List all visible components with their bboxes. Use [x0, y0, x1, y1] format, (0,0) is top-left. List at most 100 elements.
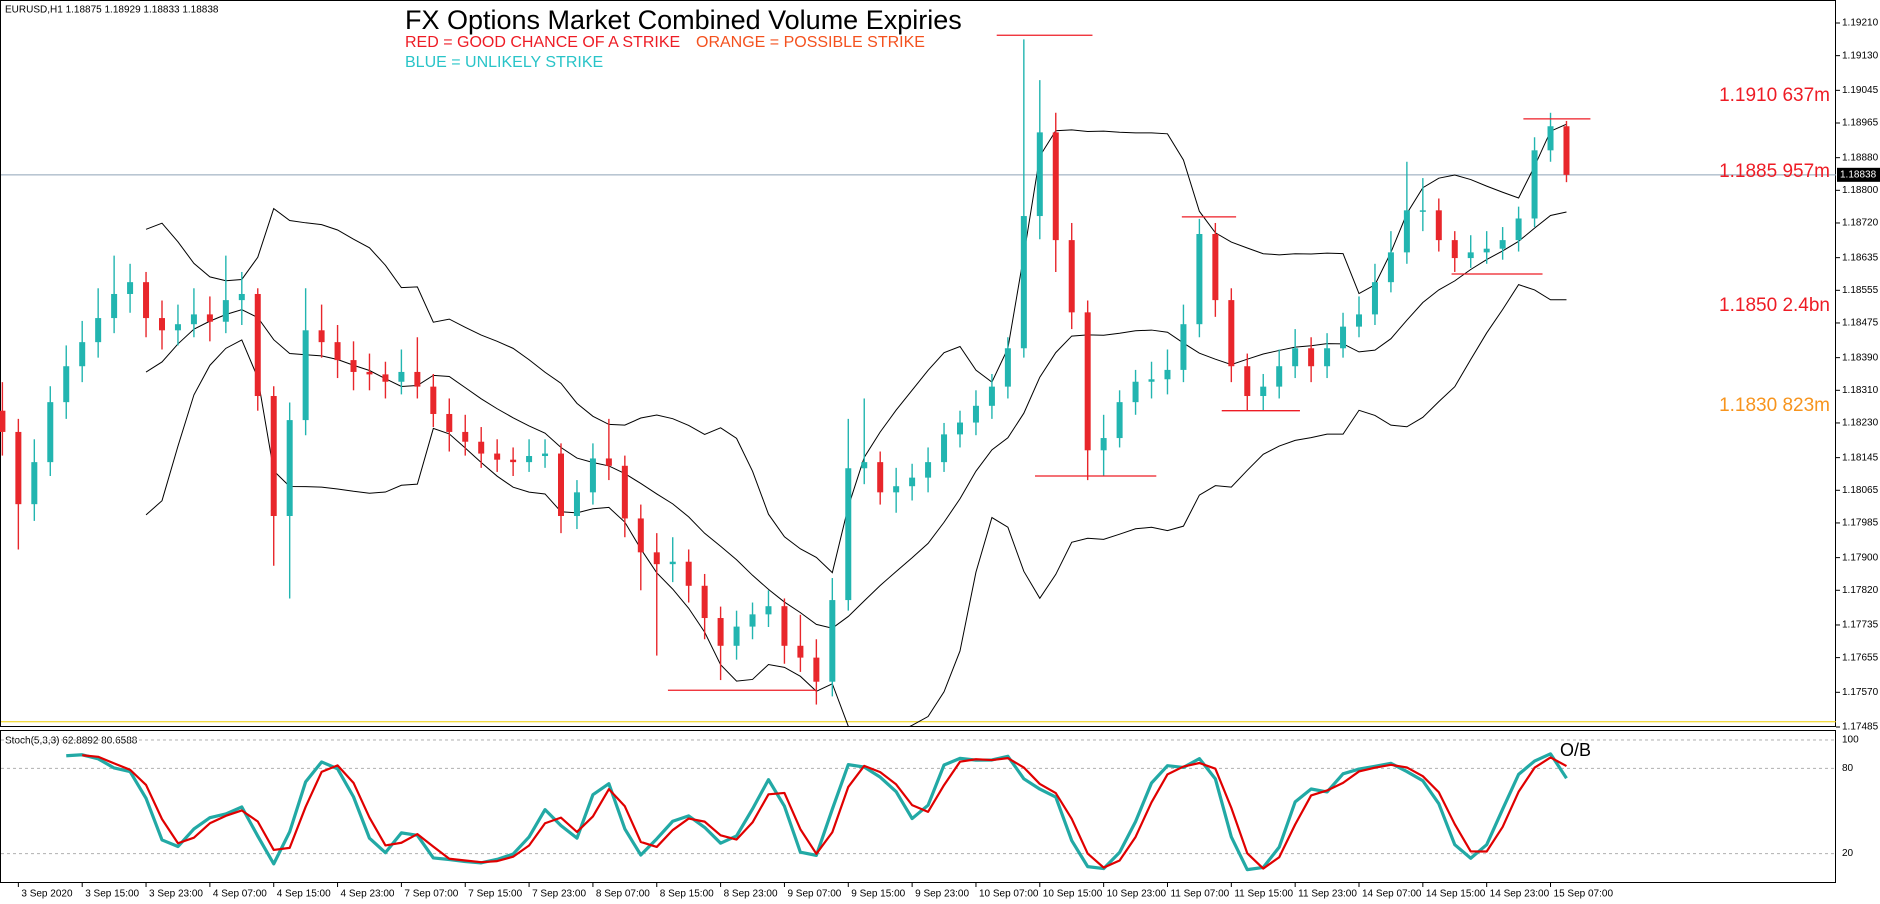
x-tick-label: 4 Sep 15:00 — [277, 889, 331, 900]
x-tick-label: 11 Sep 07:00 — [1170, 889, 1229, 900]
stoch-annotation: O/B — [1560, 740, 1591, 760]
candle-body — [1403, 210, 1410, 253]
candle-body — [733, 626, 740, 646]
candle-body — [941, 434, 948, 463]
strike-label: 1.1885 957m — [1719, 161, 1830, 182]
candle-body — [925, 462, 932, 478]
x-tick-label: 15 Sep 07:00 — [1554, 889, 1614, 900]
candle-body — [510, 459, 517, 463]
price-box — [1837, 167, 1880, 182]
x-tick-label: 10 Sep 07:00 — [979, 889, 1039, 900]
y-tick-label: 1.18800 — [1842, 185, 1879, 196]
y-tick-label: 1.17820 — [1842, 585, 1879, 596]
y-tick-label: 1.18475 — [1842, 318, 1879, 329]
candle-body — [957, 422, 963, 435]
candle-body — [637, 518, 644, 553]
candle-body — [542, 453, 549, 457]
candle-body — [414, 371, 421, 387]
candle-body — [1276, 366, 1283, 387]
stoch-tick-label: 20 — [1842, 848, 1854, 859]
x-tick-label: 9 Sep 07:00 — [787, 889, 841, 900]
candle-body — [1356, 314, 1362, 327]
note: ORANGE = POSSIBLE STRIKE — [696, 34, 925, 51]
candle-body — [334, 342, 341, 361]
candle-body — [605, 458, 612, 466]
candle-body — [861, 462, 868, 469]
candle-body — [47, 402, 54, 463]
candle-body — [286, 420, 293, 517]
candle-body — [1196, 233, 1203, 325]
y-tick-label: 1.19130 — [1842, 50, 1879, 61]
candle-body — [254, 293, 261, 397]
candle-body — [238, 293, 245, 301]
strike-label: 1.1830 823m — [1719, 395, 1830, 416]
candle-body — [1340, 326, 1347, 349]
note: RED = GOOD CHANCE OF A STRIKE — [405, 34, 680, 51]
candle-body — [1084, 312, 1091, 451]
candle-body — [430, 386, 437, 414]
candle-body — [446, 413, 453, 432]
candle-body — [79, 342, 86, 367]
candle-body — [685, 561, 692, 586]
y-tick-label: 1.18965 — [1842, 118, 1879, 129]
candle-body — [1004, 348, 1011, 387]
candle-body — [366, 371, 373, 375]
x-tick-label: 9 Sep 15:00 — [851, 889, 905, 900]
y-tick-label: 1.17735 — [1842, 620, 1879, 631]
candle-body — [1052, 132, 1059, 241]
candle-body — [1228, 300, 1235, 367]
candle-body — [222, 300, 229, 322]
candle-body — [765, 606, 772, 615]
candle-body — [1292, 348, 1299, 367]
x-tick-label: 3 Sep 23:00 — [149, 889, 203, 900]
candle-body — [318, 330, 325, 343]
stoch-line — [66, 752, 1568, 872]
current-price: 1.18838 — [1840, 169, 1877, 180]
candle-body — [1371, 282, 1378, 315]
candle-body — [382, 374, 389, 382]
candle-body — [1180, 324, 1187, 370]
candle-body — [31, 462, 38, 505]
stoch-tick-label: 80 — [1842, 763, 1854, 774]
candle-body — [494, 453, 501, 460]
candle-body — [302, 330, 309, 421]
y-tick-label: 1.17900 — [1842, 552, 1879, 563]
stoch-label: Stoch(5,3,3) 62.8892 80.6588 — [5, 736, 138, 747]
candle-body — [270, 396, 277, 517]
candle-body — [573, 492, 580, 517]
strike-label: 1.1850 2.4bn — [1719, 295, 1830, 316]
strike-label: 1.1910 637m — [1719, 85, 1830, 106]
candle-body — [829, 600, 836, 682]
x-tick-label: 3 Sep 15:00 — [85, 889, 139, 900]
x-tick-label: 10 Sep 15:00 — [1043, 889, 1103, 900]
candle-body — [781, 606, 788, 646]
candle-body — [1164, 369, 1171, 380]
candle-body — [478, 441, 485, 454]
candle-body — [1324, 348, 1331, 367]
x-tick-label: 8 Sep 23:00 — [724, 889, 778, 900]
x-tick-label: 4 Sep 07:00 — [213, 889, 267, 900]
candle-body — [1387, 252, 1394, 283]
x-tick-label: 11 Sep 15:00 — [1234, 889, 1293, 900]
x-tick-label: 11 Sep 23:00 — [1298, 889, 1357, 900]
candle-body — [813, 657, 820, 682]
candle-body — [143, 282, 150, 319]
x-tick-label: 8 Sep 07:00 — [596, 889, 650, 900]
price-panel — [0, 0, 1836, 727]
candle-body — [701, 585, 708, 619]
candle-body — [63, 366, 70, 403]
candle-body — [206, 314, 213, 322]
candle-body — [1212, 233, 1219, 301]
candle-body — [1244, 366, 1251, 397]
y-tick-label: 1.18635 — [1842, 252, 1879, 263]
candle-body — [111, 293, 118, 319]
candle-body — [1100, 438, 1107, 451]
y-tick-label: 1.18145 — [1842, 452, 1879, 463]
bollinger-line — [145, 123, 1567, 574]
candle-body — [526, 456, 533, 463]
x-tick-label: 7 Sep 15:00 — [468, 889, 522, 900]
bollinger-line — [145, 284, 1567, 727]
candle-body — [1451, 240, 1458, 259]
